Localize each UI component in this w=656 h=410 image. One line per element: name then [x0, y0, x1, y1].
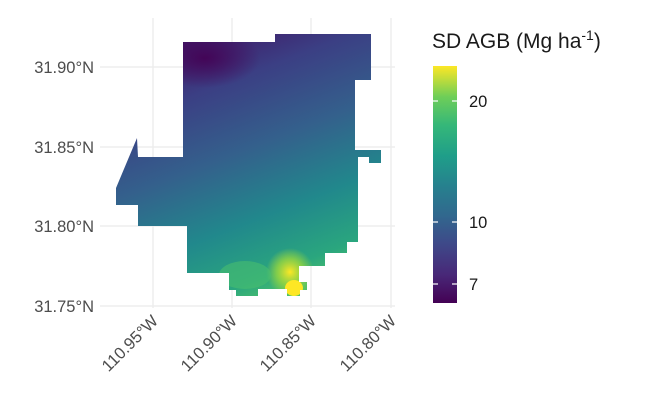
lat-tick-label: 31.80°N — [34, 218, 94, 236]
colorbar — [433, 66, 457, 303]
lat-tick-label: 31.85°N — [34, 139, 94, 157]
study-region — [116, 34, 381, 296]
legend-title-end: ) — [594, 30, 601, 53]
colorbar-tick-label: 7 — [469, 276, 478, 294]
southwest-green-area — [219, 261, 271, 289]
lon-tick-label: 110.90°W — [178, 312, 242, 376]
colorbar-tick-label: 20 — [469, 93, 487, 111]
lon-tick-label: 110.95°W — [99, 312, 163, 376]
latitude-axis: 31.90°N 31.85°N 31.80°N 31.75°N — [34, 59, 94, 316]
southern-hotspot — [266, 248, 314, 296]
longitude-axis: 110.95°W 110.90°W 110.85°W 110.80°W — [99, 312, 401, 376]
southern-hotspot-core — [285, 280, 303, 296]
colorbar-tick-label: 10 — [469, 214, 487, 232]
legend-title-main: SD AGB (Mg ha — [432, 30, 582, 53]
colorbar-legend: SD AGB (Mg ha-1) 20 10 7 — [432, 27, 601, 303]
legend-title: SD AGB (Mg ha-1) — [432, 27, 601, 53]
lon-tick-label: 110.80°W — [337, 312, 401, 376]
northwest-dark-area — [150, 34, 260, 88]
lon-tick-label: 110.85°W — [257, 312, 321, 376]
legend-title-superscript: -1 — [581, 27, 594, 43]
lat-tick-label: 31.90°N — [34, 59, 94, 77]
lat-tick-label: 31.75°N — [34, 298, 94, 316]
